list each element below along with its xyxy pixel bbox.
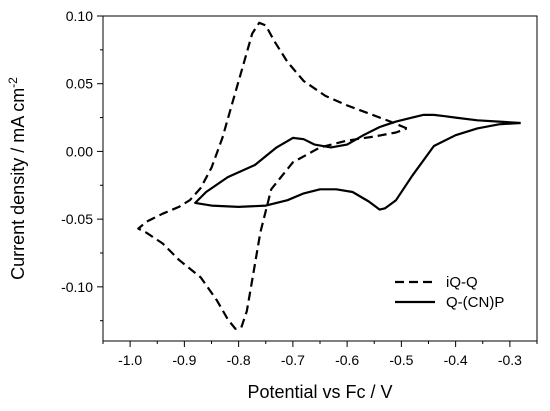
- x-tick-label: -1.0: [118, 352, 142, 368]
- series-layer: [137, 21, 521, 330]
- series-line-q-cn-p: [194, 113, 521, 211]
- x-axis-title: Potential vs Fc / V: [247, 382, 392, 402]
- x-tick-label: -0.4: [444, 352, 468, 368]
- x-tick-label: -0.5: [389, 352, 413, 368]
- x-tick-label: -0.9: [172, 352, 196, 368]
- y-tick-label: 0.10: [66, 8, 93, 24]
- y-tick-label: -0.05: [61, 211, 93, 227]
- legend: iQ-Q Q-(CN)P: [395, 274, 504, 311]
- y-axis-title: Current density / mA cm-2: [6, 77, 28, 280]
- y-axis-title-superscript: -2: [6, 77, 20, 88]
- y-tick-label: 0.00: [66, 143, 93, 159]
- x-axis-ticks: -1.0 -0.9 -0.8 -0.7 -0.6 -0.5 -0.4 -0.3: [102, 341, 538, 368]
- y-tick-label: 0.05: [66, 76, 93, 92]
- legend-label: iQ-Q: [446, 274, 478, 291]
- y-axis-ticks: 0.10 0.05 0.00 -0.05 -0.10: [61, 8, 103, 322]
- x-tick-label: -0.3: [498, 352, 522, 368]
- plot-frame: [102, 15, 538, 342]
- legend-label: Q-(CN)P: [446, 294, 504, 311]
- x-tick-label: -0.7: [281, 352, 305, 368]
- series-line-iq-q: [137, 21, 408, 330]
- y-axis-title-main: Current density / mA cm: [8, 88, 28, 280]
- y-tick-label: -0.10: [61, 279, 93, 295]
- x-tick-label: -0.8: [227, 352, 251, 368]
- x-tick-label: -0.6: [335, 352, 359, 368]
